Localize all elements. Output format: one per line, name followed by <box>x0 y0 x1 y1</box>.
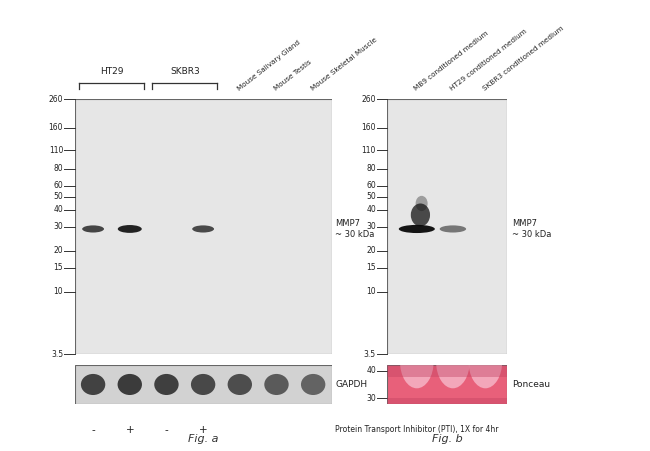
Text: Mouse Salivary Gland: Mouse Salivary Gland <box>236 39 301 92</box>
Ellipse shape <box>301 374 326 395</box>
Ellipse shape <box>436 335 470 388</box>
Text: Fig. b: Fig. b <box>432 434 462 444</box>
Text: Mouse Skeletal Muscle: Mouse Skeletal Muscle <box>309 37 378 92</box>
Text: SKBR3 conditioned medium: SKBR3 conditioned medium <box>482 25 565 92</box>
Ellipse shape <box>118 225 142 233</box>
Text: 15: 15 <box>367 263 376 272</box>
Ellipse shape <box>411 203 430 226</box>
Text: Protein Transport Inhibitor (PTI), 1X for 4hr: Protein Transport Inhibitor (PTI), 1X fo… <box>335 425 499 434</box>
Ellipse shape <box>192 226 214 233</box>
Text: 30: 30 <box>366 394 376 403</box>
Text: 3.5: 3.5 <box>364 350 376 359</box>
Text: 20: 20 <box>53 246 63 255</box>
Text: +: + <box>125 425 134 435</box>
Text: 20: 20 <box>367 246 376 255</box>
Text: Ponceau: Ponceau <box>512 380 550 389</box>
Text: MB9 conditioned medium: MB9 conditioned medium <box>413 30 489 92</box>
Ellipse shape <box>81 374 105 395</box>
Ellipse shape <box>191 374 215 395</box>
Ellipse shape <box>415 196 428 211</box>
Text: 50: 50 <box>366 192 376 201</box>
Text: 40: 40 <box>366 366 376 375</box>
Text: 160: 160 <box>361 124 376 133</box>
Text: 80: 80 <box>367 165 376 174</box>
Text: 10: 10 <box>367 287 376 296</box>
Bar <box>387 365 507 377</box>
Text: 160: 160 <box>49 124 63 133</box>
Ellipse shape <box>439 226 466 233</box>
Text: 260: 260 <box>49 95 63 104</box>
Text: 110: 110 <box>361 146 376 155</box>
Text: 60: 60 <box>366 181 376 190</box>
Text: 30: 30 <box>53 222 63 231</box>
Text: Fig. a: Fig. a <box>188 434 218 444</box>
Text: 30: 30 <box>366 222 376 231</box>
Text: 40: 40 <box>53 206 63 214</box>
Text: Mouse Testis: Mouse Testis <box>273 59 313 92</box>
Text: 60: 60 <box>53 181 63 190</box>
Text: MMP7
~ 30 kDa: MMP7 ~ 30 kDa <box>512 219 551 239</box>
Text: HT29: HT29 <box>99 67 124 76</box>
Ellipse shape <box>154 374 179 395</box>
Ellipse shape <box>118 374 142 395</box>
Text: +: + <box>199 425 207 435</box>
Bar <box>387 398 507 404</box>
Text: 15: 15 <box>53 263 63 272</box>
Text: -: - <box>91 425 95 435</box>
Ellipse shape <box>398 225 435 233</box>
Text: 50: 50 <box>53 192 63 201</box>
Text: 260: 260 <box>361 95 376 104</box>
Text: SKBR3: SKBR3 <box>170 67 200 76</box>
Text: 10: 10 <box>53 287 63 296</box>
Text: GAPDH: GAPDH <box>335 380 367 389</box>
Text: 80: 80 <box>53 165 63 174</box>
Text: HT29 conditioned medium: HT29 conditioned medium <box>449 28 528 92</box>
Text: 110: 110 <box>49 146 63 155</box>
Ellipse shape <box>469 335 502 388</box>
Text: 3.5: 3.5 <box>51 350 63 359</box>
Ellipse shape <box>227 374 252 395</box>
Ellipse shape <box>82 226 104 233</box>
Text: 40: 40 <box>366 206 376 214</box>
Ellipse shape <box>400 335 434 388</box>
Text: MMP7
~ 30 kDa: MMP7 ~ 30 kDa <box>335 219 375 239</box>
Ellipse shape <box>265 374 289 395</box>
Text: -: - <box>164 425 168 435</box>
